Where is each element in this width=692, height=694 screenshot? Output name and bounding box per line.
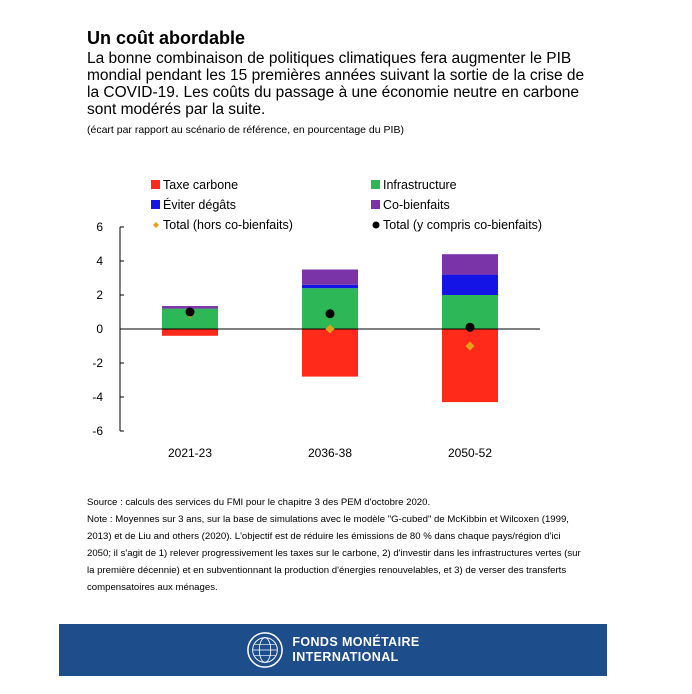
legend-swatch bbox=[153, 222, 159, 228]
imf-seal-icon bbox=[247, 632, 284, 668]
bar-segment bbox=[302, 329, 358, 377]
bar-segment bbox=[302, 288, 358, 329]
legend-label: Co-bienfaits bbox=[383, 198, 450, 212]
bar-segment bbox=[302, 269, 358, 285]
org-name: FONDS MONÉTAIRE INTERNATIONAL bbox=[292, 635, 419, 665]
total-incl-marker bbox=[185, 307, 195, 317]
x-tick-label: 2050-52 bbox=[448, 446, 492, 460]
y-tick-label: 4 bbox=[96, 254, 103, 268]
total-excl-marker bbox=[325, 324, 335, 334]
legend-label: Infrastructure bbox=[383, 178, 457, 192]
bar-segment bbox=[162, 329, 218, 336]
y-tick-label: -6 bbox=[92, 424, 103, 438]
total-incl-marker bbox=[465, 322, 475, 332]
bar-segment bbox=[442, 254, 498, 275]
legend-label: Éviter dégâts bbox=[163, 197, 236, 212]
legend-label: Taxe carbone bbox=[163, 178, 238, 192]
footer-banner: FONDS MONÉTAIRE INTERNATIONAL bbox=[59, 624, 607, 676]
chart-subtitle: La bonne combinaison de politiques clima… bbox=[87, 50, 585, 118]
y-tick-label: -2 bbox=[92, 356, 103, 370]
org-name-line2: INTERNATIONAL bbox=[292, 650, 399, 664]
methodology-note: Note : Moyennes sur 3 ans, sur la base d… bbox=[87, 514, 581, 593]
legend-label: Total (hors co-bienfaits) bbox=[163, 218, 293, 232]
legend-swatch bbox=[151, 200, 160, 209]
source-note: Source : calculs des services du FMI pou… bbox=[87, 497, 431, 508]
legend-swatch bbox=[371, 200, 380, 209]
bar-segment bbox=[442, 329, 498, 403]
x-tick-label: 2021-23 bbox=[168, 446, 212, 460]
bar-segment bbox=[162, 306, 218, 309]
y-tick-label: -4 bbox=[92, 390, 103, 404]
legend-swatch bbox=[151, 180, 160, 189]
org-name-line1: FONDS MONÉTAIRE bbox=[292, 635, 420, 649]
stacked-bar-chart: 6 4 2 0 -2 -4 -6 2021-23 2036-38 2050-52 Taxe carb… bbox=[92, 178, 542, 460]
chart-units: (écart par rapport au scénario de référe… bbox=[87, 124, 404, 136]
total-incl-marker bbox=[325, 309, 335, 319]
legend-label: Total (y compris co-bienfaits) bbox=[383, 218, 542, 232]
legend-swatch bbox=[372, 221, 380, 229]
legend-swatch bbox=[371, 180, 380, 189]
y-tick-label: 0 bbox=[96, 322, 103, 336]
bar-segment bbox=[442, 274, 498, 295]
bar-segment bbox=[162, 308, 218, 329]
chart-notes: Source : calculs des services du FMI pou… bbox=[87, 494, 587, 596]
bar-segment bbox=[302, 284, 358, 289]
chart-title: Un coût abordable bbox=[87, 28, 246, 48]
total-excl-marker bbox=[465, 341, 475, 351]
y-tick-label: 6 bbox=[96, 220, 103, 234]
y-tick-label: 2 bbox=[96, 288, 103, 302]
x-tick-label: 2036-38 bbox=[308, 446, 352, 460]
